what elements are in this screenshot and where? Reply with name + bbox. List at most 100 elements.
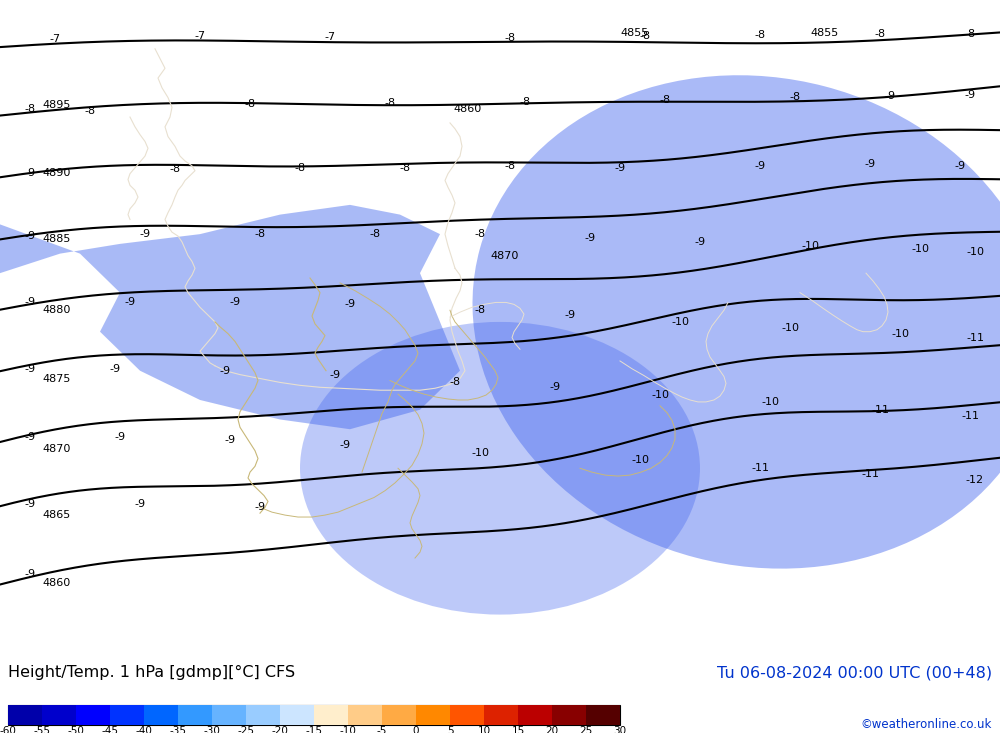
Text: -8: -8	[449, 377, 461, 388]
Text: -9: -9	[24, 168, 36, 177]
Text: 4875: 4875	[42, 374, 70, 383]
Text: -8: -8	[169, 163, 181, 174]
Text: -8: -8	[294, 163, 306, 173]
Bar	[76, 705, 110, 725]
Bar	[42, 705, 76, 725]
Text: -8: -8	[384, 98, 396, 108]
Text: -10: -10	[651, 390, 669, 400]
Bar	[8, 705, 620, 725]
Text: -9: -9	[109, 364, 121, 374]
Text: -10: -10	[671, 317, 689, 327]
Bar	[212, 705, 246, 725]
Text: -8: -8	[474, 305, 486, 315]
Text: -60: -60	[0, 726, 16, 733]
Text: -45: -45	[102, 726, 119, 733]
Text: -10: -10	[966, 247, 984, 257]
Text: 20: 20	[545, 726, 559, 733]
Text: -9: -9	[229, 298, 241, 307]
Text: 0: 0	[413, 726, 419, 733]
Text: 4860: 4860	[453, 104, 481, 114]
Text: -8: -8	[659, 95, 671, 105]
Text: -8: -8	[474, 229, 486, 239]
Text: -11: -11	[961, 410, 979, 421]
Text: Tu 06-08-2024 00:00 UTC (00+48): Tu 06-08-2024 00:00 UTC (00+48)	[717, 666, 992, 680]
Bar	[552, 705, 586, 725]
Text: -25: -25	[238, 726, 254, 733]
Text: -9: -9	[339, 440, 351, 450]
Text: -9: -9	[24, 569, 36, 578]
Text: 4870: 4870	[42, 443, 70, 454]
Text: -9: -9	[584, 233, 596, 243]
Text: -9: -9	[24, 432, 36, 442]
Text: -9: -9	[864, 159, 876, 169]
Text: -9: -9	[24, 298, 36, 307]
Ellipse shape	[473, 75, 1000, 569]
Text: Height/Temp. 1 hPa [gdmp][°C] CFS: Height/Temp. 1 hPa [gdmp][°C] CFS	[8, 666, 295, 680]
Text: -10: -10	[781, 323, 799, 333]
Text: -7: -7	[194, 31, 206, 41]
Text: -9: -9	[219, 366, 231, 376]
Text: -8: -8	[24, 104, 36, 114]
Bar	[178, 705, 212, 725]
Text: -11: -11	[861, 469, 879, 479]
Bar	[110, 705, 144, 725]
Text: 4895: 4895	[42, 100, 70, 111]
Text: -10: -10	[340, 726, 356, 733]
Text: -9: -9	[954, 161, 966, 171]
Text: -9: -9	[329, 369, 341, 380]
Text: -8: -8	[964, 29, 976, 39]
Text: 4885: 4885	[42, 234, 70, 244]
Text: -8: -8	[369, 229, 381, 239]
Text: -8: -8	[84, 106, 96, 117]
Text: -9: -9	[549, 383, 561, 392]
Text: -10: -10	[911, 244, 929, 254]
Bar	[416, 705, 450, 725]
Text: 30: 30	[613, 726, 627, 733]
Text: -9: -9	[139, 229, 151, 239]
Text: -11: -11	[871, 405, 889, 415]
Text: -9: -9	[254, 502, 266, 512]
Text: -50: -50	[68, 726, 84, 733]
Text: 5: 5	[447, 726, 453, 733]
Bar	[484, 705, 518, 725]
Text: 15: 15	[511, 726, 525, 733]
Bar	[314, 705, 348, 725]
Text: -8: -8	[399, 163, 411, 173]
Text: -11: -11	[966, 333, 984, 342]
Text: -10: -10	[631, 455, 649, 465]
Text: -9: -9	[134, 499, 146, 509]
Text: -10: -10	[801, 241, 819, 251]
Text: -9: -9	[24, 364, 36, 374]
Text: -9: -9	[24, 499, 36, 509]
Text: 4860: 4860	[42, 578, 70, 589]
Bar	[246, 705, 280, 725]
Ellipse shape	[300, 322, 700, 614]
Text: -11: -11	[751, 463, 769, 474]
Text: -15: -15	[306, 726, 322, 733]
Bar	[586, 705, 620, 725]
Text: -10: -10	[761, 397, 779, 407]
Text: -8: -8	[504, 161, 516, 171]
Text: -8: -8	[504, 33, 516, 43]
Bar	[450, 705, 484, 725]
Bar	[348, 705, 382, 725]
Text: -9: -9	[564, 310, 576, 320]
Text: -8: -8	[789, 92, 801, 102]
Text: ©weatheronline.co.uk: ©weatheronline.co.uk	[861, 718, 992, 731]
Text: -35: -35	[170, 726, 186, 733]
Text: 4855: 4855	[810, 28, 838, 38]
Text: -8: -8	[754, 30, 766, 40]
Text: -12: -12	[966, 475, 984, 485]
Text: -9: -9	[24, 231, 36, 241]
Text: -40: -40	[136, 726, 152, 733]
Bar	[518, 705, 552, 725]
Text: -8: -8	[254, 229, 266, 239]
Text: -9: -9	[114, 432, 126, 442]
Bar	[382, 705, 416, 725]
Text: -9: -9	[964, 89, 976, 100]
Text: 4870: 4870	[490, 251, 518, 261]
Bar	[8, 705, 42, 725]
Text: -9: -9	[124, 298, 136, 307]
Text: -7: -7	[49, 34, 61, 44]
Text: 4855: 4855	[620, 28, 648, 38]
